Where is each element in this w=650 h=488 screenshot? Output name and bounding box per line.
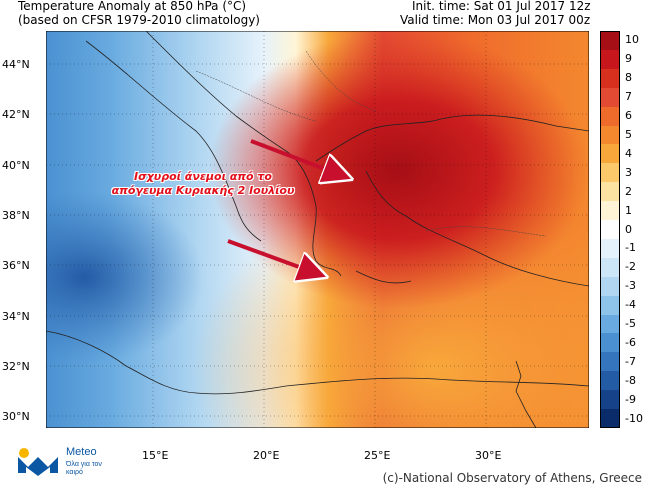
colorbar-label: 1 <box>625 203 632 217</box>
lon-label: 20°E <box>253 449 280 462</box>
lat-label: 34°N <box>2 310 30 323</box>
lon-label: 25°E <box>364 449 391 462</box>
colorbar-label: -10 <box>625 411 643 425</box>
colorbar-label: 2 <box>625 184 632 198</box>
colorbar-label: -8 <box>625 373 636 387</box>
colorbar-label: -2 <box>625 260 636 274</box>
annotation-line-2: απόγευμα Κυριακής 2 Ιουλίου <box>111 184 295 197</box>
colorbar <box>600 31 620 429</box>
credit-text: (c)-National Observatory of Athens, Gree… <box>382 471 642 485</box>
colorbar-label: -3 <box>625 279 636 293</box>
init-time: Init. time: Sat 01 Jul 2017 12z <box>412 0 591 13</box>
colorbar-label: 6 <box>625 109 632 123</box>
colorbar-label: 0 <box>625 222 632 236</box>
wind-arrow-lower <box>227 239 321 275</box>
map-title: Temperature Anomaly at 850 hPa (°C) <box>18 0 247 13</box>
lat-label: 38°N <box>2 209 30 222</box>
colorbar-label: 7 <box>625 90 632 104</box>
lon-label: 30°E <box>475 449 502 462</box>
lat-label: 30°N <box>2 410 30 423</box>
lat-label: 32°N <box>2 360 30 373</box>
lon-label: 15°E <box>142 449 169 462</box>
colorbar-label: -7 <box>625 354 636 368</box>
colorbar-label: -9 <box>625 392 636 406</box>
temperature-anomaly-map <box>45 30 590 429</box>
colorbar-label: -6 <box>625 335 636 349</box>
colorbar-label: 3 <box>625 165 632 179</box>
colorbar-label: 4 <box>625 146 632 160</box>
colorbar-label: 5 <box>625 127 632 141</box>
lat-label: 44°N <box>2 58 30 71</box>
annotation-text: Ισχυροί άνεμοι από το απόγευμα Κυριακής … <box>98 170 308 198</box>
colorbar-label: -1 <box>625 241 636 255</box>
wind-arrow-upper <box>250 139 346 177</box>
colorbar-label: -4 <box>625 298 636 312</box>
lat-label: 36°N <box>2 259 30 272</box>
logo-name: Meteo <box>66 446 97 458</box>
colorbar-label: 9 <box>625 52 632 66</box>
meteo-logo <box>14 443 94 479</box>
lat-label: 42°N <box>2 108 30 121</box>
valid-time: Valid time: Mon 03 Jul 2017 00z <box>400 13 591 27</box>
colorbar-label: -5 <box>625 317 636 331</box>
lat-label: 40°N <box>2 159 30 172</box>
map-subtitle: (based on CFSR 1979-2010 climatology) <box>18 13 260 27</box>
annotation-line-1: Ισχυροί άνεμοι από το <box>134 170 272 183</box>
colorbar-label: 8 <box>625 71 632 85</box>
colorbar-label: 10 <box>625 33 639 47</box>
logo-tagline: Όλα για τον καιρό <box>66 461 102 476</box>
